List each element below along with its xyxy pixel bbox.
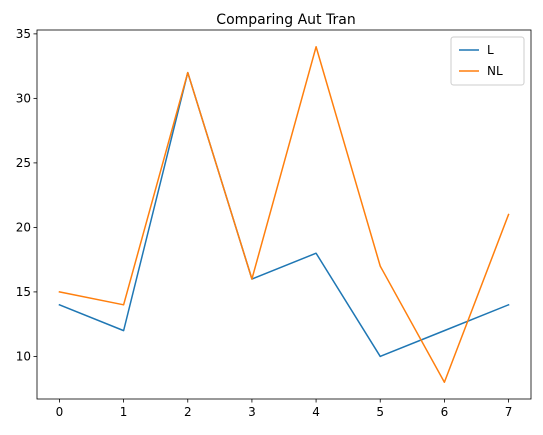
plot-frame (36, 29, 532, 400)
x-tick-label: 1 (120, 405, 128, 419)
legend-label-nl: NL (487, 64, 503, 78)
legend-label-l: L (487, 43, 494, 57)
x-tick-label: 7 (505, 405, 513, 419)
chart-title: Comparing Aut Tran (216, 12, 355, 28)
legend-box (450, 36, 525, 86)
x-tick-label: 6 (441, 405, 449, 419)
x-tick-label: 4 (312, 405, 320, 419)
y-tick-label: 10 (16, 350, 31, 364)
x-tick-label: 2 (184, 405, 192, 419)
y-tick-label: 25 (16, 156, 31, 170)
y-tick-label: 30 (16, 92, 31, 106)
y-tick-label: 15 (16, 285, 31, 299)
y-tick-label: 35 (16, 27, 31, 41)
x-tick-label: 0 (56, 405, 64, 419)
x-tick-label: 3 (248, 405, 256, 419)
series-line-l (58, 71, 510, 358)
series-line-nl (58, 46, 510, 383)
y-tick-label: 20 (16, 221, 31, 235)
axes-layer: 0 1 2 3 4 5 6 7 10 15 20 25 30 35 (16, 27, 532, 419)
legend: L NL (450, 36, 525, 86)
x-tick-label: 5 (376, 405, 384, 419)
series-layer (58, 46, 510, 383)
